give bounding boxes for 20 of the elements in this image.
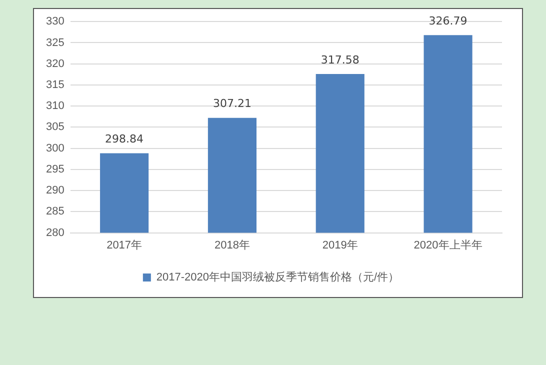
legend-label: 2017-2020年中国羽绒被反季节销售价格（元/件） [156, 270, 400, 284]
x-tick-label: 2019年 [322, 239, 358, 252]
data-label: 326.79 [428, 14, 468, 28]
y-tick-label: 290 [46, 184, 64, 197]
y-tick-label: 330 [46, 16, 64, 28]
y-tick-label: 320 [46, 58, 64, 70]
data-label: 307.21 [212, 97, 252, 110]
x-tick-label: 2017年 [106, 239, 142, 252]
y-tick-label: 280 [46, 226, 64, 239]
y-tick-label: 315 [46, 78, 64, 91]
y-tick-label: 325 [46, 36, 64, 49]
y-tick-label: 295 [46, 163, 64, 176]
y-tick-label: 305 [46, 121, 64, 134]
y-tick-label: 300 [46, 142, 64, 154]
y-tick-label: 310 [46, 100, 64, 112]
x-tick-label: 2018年 [214, 239, 250, 252]
y-tick-label: 285 [46, 206, 64, 218]
data-label: 317.58 [320, 53, 360, 66]
data-label: 298.84 [105, 132, 144, 146]
x-tick-label: 2020年上半年 [414, 238, 482, 252]
